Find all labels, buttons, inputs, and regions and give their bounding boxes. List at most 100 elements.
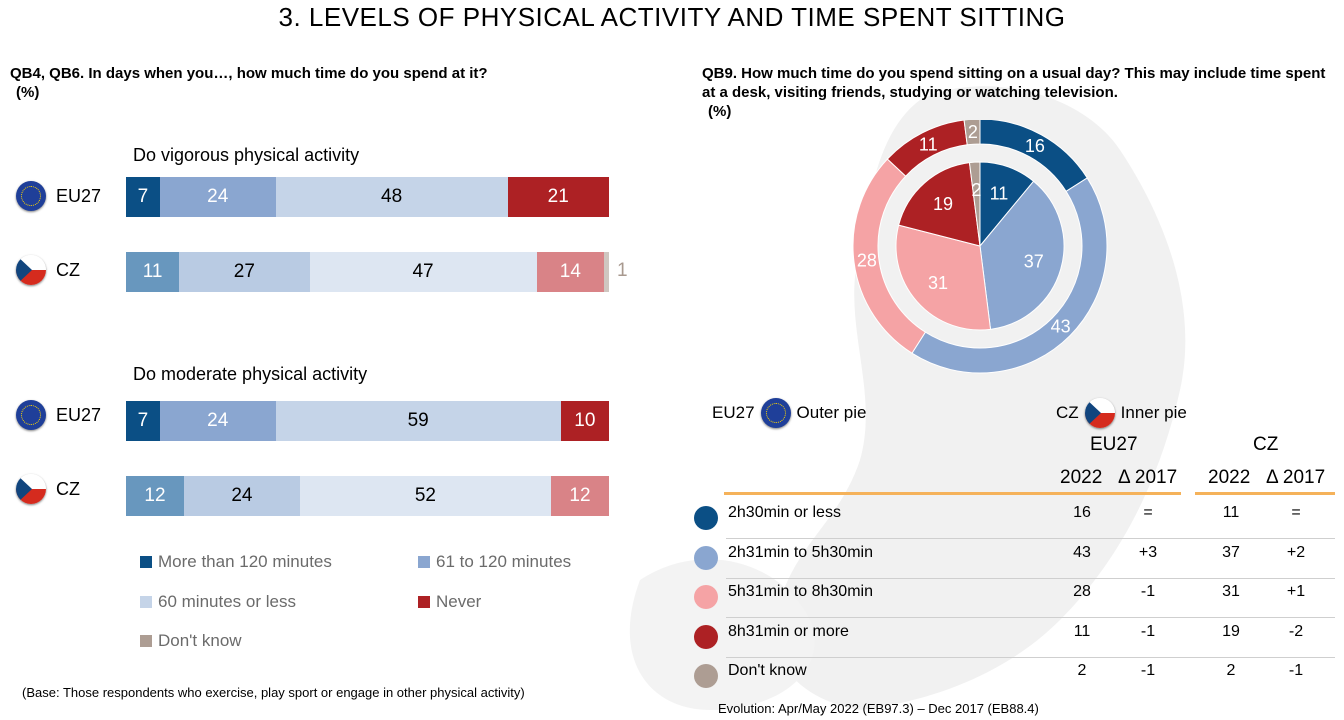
moderate-cz-bar: 12 24 52 12: [126, 476, 609, 516]
outer-eu-slice-label: 43: [1051, 317, 1071, 337]
table-header-rule-eu: [724, 492, 1181, 495]
moderate-eu-bar: 7 24 59 10: [126, 401, 609, 441]
table-group-eu: EU27: [1090, 434, 1138, 455]
sitting-donut-chart: 16 43 28 11 2 11 37 31 19 2: [852, 120, 1108, 374]
bar-segment: 27: [179, 252, 310, 292]
row-label: 2h31min to 5h30min: [728, 543, 873, 561]
bar-segment: 47: [309, 252, 537, 292]
bar-segment: 24: [159, 177, 276, 217]
table-cell: =: [1143, 504, 1153, 521]
bar-segment: 24: [183, 476, 300, 516]
table-cell: =: [1291, 504, 1301, 521]
row-label: 5h31min to 8h30min: [728, 583, 873, 600]
pie-legend-cz-text: Inner pie: [1120, 403, 1187, 422]
bar-segment: 11: [126, 252, 180, 292]
table-cell: 28: [1073, 583, 1091, 600]
bar-segment: 7: [126, 401, 160, 441]
eu-flag-icon: [16, 181, 46, 211]
legend-item-dont-know: Don't know: [140, 631, 242, 651]
table-cell: 2: [1077, 662, 1087, 679]
cz-flag-icon: [1084, 398, 1115, 428]
moderate-cz-label: CZ: [16, 472, 80, 506]
inner-cz-slice: [979, 180, 1065, 330]
legend-swatch: [140, 596, 152, 608]
bar-segment: 24: [159, 401, 276, 441]
table-group-cz: CZ: [1253, 434, 1279, 455]
moderate-cz-category: CZ: [56, 478, 80, 499]
table-row: 2h30min or less 16 = 11 =: [690, 500, 1335, 540]
legend-label: More than 120 minutes: [158, 552, 332, 571]
table-cell: -1: [1140, 583, 1156, 600]
bar-segment: 14: [536, 252, 605, 292]
left-question-text: QB4, QB6. In days when you…, how much ti…: [10, 65, 488, 82]
table-col-cz-delta: Δ 2017: [1266, 467, 1326, 488]
table-col-eu-2022: 2022: [1060, 467, 1103, 488]
bar-outside-label: 1: [617, 260, 628, 281]
right-question: QB9. How much time do you spend sitting …: [702, 64, 1332, 121]
row-label: 2h30min or less: [728, 504, 841, 521]
table-col-eu-delta: Δ 2017: [1118, 467, 1178, 488]
bar-segment: [604, 252, 609, 292]
cz-flag-icon: [16, 255, 46, 285]
right-question-text: QB9. How much time do you spend sitting …: [702, 65, 1326, 101]
inner-cz-slice: [968, 161, 981, 247]
table-col-cz-2022: 2022: [1208, 467, 1251, 488]
table-cell: -1: [1140, 622, 1156, 640]
legend-swatch: [418, 596, 430, 608]
legend-swatch: [140, 556, 152, 568]
table-row: 5h31min to 8h30min 28 -1 31 +1: [690, 579, 1335, 619]
vigorous-eu-category: EU27: [56, 185, 102, 206]
table-cell: +3: [1138, 543, 1158, 561]
eu-flag-icon: [760, 398, 791, 428]
inner-cz-slice-label: 37: [1024, 252, 1044, 272]
category-dot-icon: [694, 545, 718, 570]
table-row: 2h31min to 5h30min 43 +3 37 +2: [690, 540, 1335, 580]
inner-cz-slice-label: 2: [971, 180, 981, 200]
table-cell: 31: [1222, 583, 1240, 600]
vigorous-cz-label: CZ: [16, 253, 80, 287]
table-cell: 11: [1222, 504, 1240, 521]
table-cell: -1: [1140, 662, 1156, 679]
table-cell: 11: [1073, 622, 1091, 640]
table-cell: +1: [1286, 583, 1306, 600]
bar-segment: 12: [551, 476, 609, 516]
outer-eu-slice-label: 16: [1025, 136, 1045, 156]
right-unit: (%): [708, 103, 732, 120]
legend-label: 60 minutes or less: [158, 592, 296, 611]
table-cell: +2: [1286, 543, 1306, 561]
cz-flag-icon: [16, 474, 46, 504]
vigorous-eu-label: EU27: [16, 179, 101, 213]
table-cell: 16: [1073, 504, 1091, 521]
sitting-table: EU27 CZ 2022 Δ 2017 2022 Δ 2017 2h30min …: [690, 430, 1335, 695]
bar-segment: 59: [275, 401, 561, 441]
pie-legend-cz-label: CZ: [1056, 403, 1079, 422]
pie-legend-eu-text: Outer pie: [796, 403, 867, 422]
bar-segment: 21: [507, 177, 609, 217]
evolution-note: Evolution: Apr/May 2022 (EB97.3) – Dec 2…: [718, 701, 1039, 716]
eu-flag-icon: [16, 400, 46, 430]
category-dot-icon: [694, 664, 718, 688]
moderate-eu-label: EU27: [16, 398, 101, 432]
moderate-eu-category: EU27: [56, 404, 102, 425]
table-cell: 37: [1222, 543, 1240, 561]
pie-legend-cz: CZ Inner pie: [1056, 398, 1187, 428]
legend-item-60-or-less: 60 minutes or less: [140, 592, 296, 612]
table-cell: 19: [1222, 622, 1240, 640]
outer-eu-slice-label: 2: [968, 122, 978, 142]
bar-segment: 52: [299, 476, 552, 516]
row-divider: [726, 656, 1335, 658]
legend-item-more-than-120: More than 120 minutes: [140, 552, 332, 572]
inner-cz-slice-label: 19: [933, 194, 953, 214]
outer-eu-slice-label: 11: [919, 134, 938, 154]
vigorous-cz-bar: 11 27 47 14: [126, 252, 609, 292]
inner-cz-slice-label: 11: [990, 183, 1009, 203]
legend-label: Never: [436, 592, 482, 611]
legend-swatch: [418, 556, 430, 568]
row-label: 8h31min or more: [728, 622, 849, 640]
vigorous-title: Do vigorous physical activity: [133, 145, 360, 165]
category-dot-icon: [694, 506, 718, 530]
table-cell: -2: [1288, 622, 1304, 640]
category-dot-icon: [694, 585, 718, 609]
page-title: 3. LEVELS OF PHYSICAL ACTIVITY AND TIME …: [278, 2, 1066, 32]
outer-eu-slice-label: 28: [857, 250, 877, 270]
